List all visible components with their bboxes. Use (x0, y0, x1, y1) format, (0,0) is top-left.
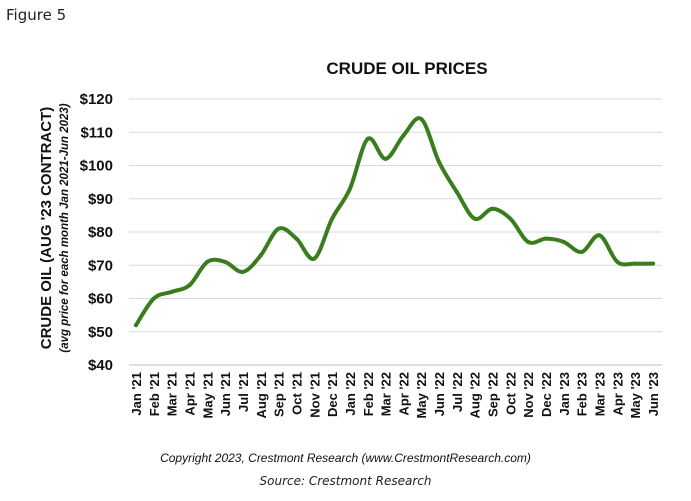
x-tick-label: Sep '21 (272, 372, 287, 417)
y-tick-label: $100 (80, 158, 113, 175)
data-point (365, 136, 370, 141)
x-tick-label: Mar '23 (593, 372, 608, 416)
data-point (258, 253, 263, 258)
data-point (240, 269, 245, 274)
x-tick-label: Apr '21 (182, 372, 197, 416)
data-point (454, 190, 459, 195)
data-point (597, 233, 602, 238)
x-tick-label: Jan '22 (343, 372, 358, 416)
crude-oil-price-line (134, 116, 655, 328)
y-tick-label: $70 (88, 257, 113, 274)
data-point (134, 323, 138, 328)
y-tick-label: $120 (80, 91, 113, 108)
chart-title: CRUDE OIL PRICES (326, 59, 487, 78)
x-tick-label: May '23 (628, 372, 643, 418)
x-tick-label: Aug '22 (468, 372, 483, 418)
data-point (490, 206, 495, 211)
data-point (187, 283, 192, 288)
x-tick-label: Jan '21 (129, 372, 144, 416)
data-point (579, 249, 584, 254)
x-tick-label: Feb '23 (575, 372, 590, 416)
x-tick-label: Nov '22 (521, 372, 536, 418)
x-tick-label: Jun '23 (646, 372, 661, 416)
data-point (330, 216, 335, 221)
x-tick-label: Feb '22 (361, 372, 376, 416)
data-point (508, 216, 513, 221)
data-point (294, 236, 299, 241)
x-tick-label: Apr '22 (396, 372, 411, 416)
data-point (633, 261, 638, 266)
gridlines (129, 98, 662, 366)
x-tick-label: May '21 (200, 372, 215, 418)
x-tick-label: Apr '23 (610, 372, 625, 416)
data-point (561, 239, 566, 244)
y-tick-label: $90 (88, 191, 113, 208)
data-point (276, 226, 281, 231)
y-tick-labels: $40 $50 $60 $70 $80 $90 $100 $110 $120 (80, 91, 113, 374)
data-point (169, 289, 174, 294)
y-axis-title: CRUDE OIL (AUG '23 CONTRACT) (38, 107, 55, 349)
data-point (615, 259, 620, 264)
data-point (419, 116, 424, 121)
data-point (205, 259, 210, 264)
y-axis-subtitle: (avg price for each month Jan 2021-Jun 2… (59, 103, 71, 352)
y-tick-label: $60 (88, 291, 113, 308)
x-tick-label: Sep '22 (486, 372, 501, 417)
y-tick-label: $80 (88, 224, 113, 241)
y-tick-label: $40 (88, 357, 113, 374)
x-tick-label: Mar '21 (165, 372, 180, 416)
data-point (544, 236, 549, 241)
y-tick-label: $50 (88, 324, 113, 341)
x-tick-label: Dec '21 (325, 372, 340, 417)
data-point (347, 186, 352, 191)
copyright-note: Copyright 2023, Crestmont Research (www.… (160, 451, 531, 465)
data-point (401, 133, 406, 138)
x-tick-label: Aug '21 (254, 372, 269, 418)
data-point (651, 261, 655, 266)
figure-label: Figure 5 (6, 6, 67, 24)
x-tick-label: Jul '21 (236, 372, 251, 412)
data-point (151, 296, 156, 301)
data-point (223, 259, 228, 264)
x-tick-label: Nov '21 (307, 372, 322, 418)
data-point (526, 239, 531, 244)
data-points (134, 116, 655, 328)
data-point (437, 160, 442, 165)
data-point (383, 156, 388, 161)
x-tick-label: Jul '22 (450, 372, 465, 412)
x-tick-label: Jun '21 (218, 372, 233, 416)
x-tick-label: Feb '21 (147, 372, 162, 416)
data-point (472, 216, 477, 221)
data-point (312, 256, 317, 261)
x-tick-label: Oct '21 (289, 372, 304, 415)
x-tick-label: Dec '22 (539, 372, 554, 417)
x-tick-label: May '22 (414, 372, 429, 418)
x-tick-labels: Jan '21 Feb '21 Mar '21 Apr '21 May '21 Jun '… (129, 372, 661, 418)
y-tick-label: $110 (80, 124, 113, 141)
x-tick-label: Mar '22 (379, 372, 394, 416)
x-tick-label: Jun '22 (432, 372, 447, 416)
x-tick-label: Oct '22 (503, 372, 518, 415)
x-tick-label: Jan '23 (557, 372, 572, 416)
source-note: Source: Crestmont Research (259, 474, 432, 488)
